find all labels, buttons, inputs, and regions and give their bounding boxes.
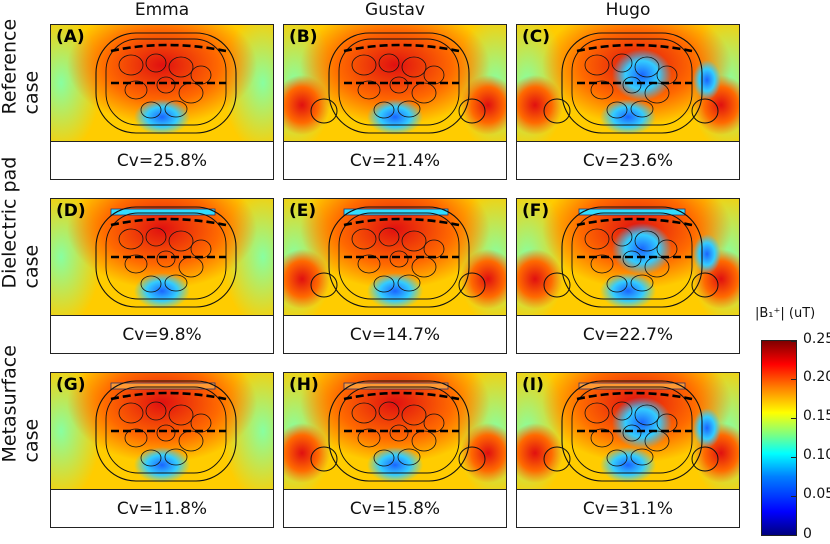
cv-value: Cv=9.8% (50, 316, 274, 354)
field-map-panel: (E) (283, 198, 507, 316)
column-header-hugo: Hugo (605, 0, 651, 20)
cv-value: Cv=23.6% (516, 142, 740, 180)
row-label-metasurface-line1: Metasurface (0, 345, 21, 463)
panel-letter: (G) (56, 375, 86, 395)
row-label-dielectric-line1: Dielectric pad (0, 156, 21, 289)
colorbar-tick: 0.15 (803, 408, 830, 424)
field-map-image (51, 25, 273, 141)
column-header-gustav: Gustav (365, 0, 425, 20)
colorbar-mark (791, 379, 797, 380)
row-label-dielectric: Dielectric pad case (0, 156, 43, 364)
cv-value: Cv=21.4% (283, 142, 507, 180)
field-map-image (517, 199, 739, 315)
panel-letter: (A) (56, 27, 85, 47)
colorbar-mark (791, 457, 797, 458)
cv-value: Cv=11.8% (50, 490, 274, 528)
colorbar-tick: 0 (803, 526, 812, 542)
row-label-metasurface-line2: case (20, 418, 43, 463)
colorbar-tick: 0.20 (803, 369, 830, 385)
panel-letter: (C) (522, 27, 551, 47)
panel-letter: (D) (56, 201, 86, 221)
row-label-reference-line2: case (20, 70, 43, 115)
field-map-image (284, 199, 506, 315)
field-map-panel: (B) (283, 24, 507, 142)
cv-value: Cv=14.7% (283, 316, 507, 354)
row-label-dielectric-line2: case (20, 244, 43, 289)
field-map-image (284, 25, 506, 141)
colorbar-title: |B₁⁺| (uT) (755, 306, 816, 321)
row-label-metasurface: Metasurface case (0, 345, 43, 538)
field-map-panel: (C) (516, 24, 740, 142)
cv-value: Cv=15.8% (283, 490, 507, 528)
field-map-panel: (D) (50, 198, 274, 316)
cv-value: Cv=22.7% (516, 316, 740, 354)
field-map-image (51, 373, 273, 489)
colorbar-mark (791, 341, 797, 342)
colorbar-mark (791, 496, 797, 497)
column-header-emma: Emma (134, 0, 190, 20)
field-map-image (517, 25, 739, 141)
panel-letter: (E) (289, 201, 317, 221)
panel-letter: (B) (289, 27, 318, 47)
colorbar-tick: 0.25 (803, 331, 830, 347)
field-map-panel: (F) (516, 198, 740, 316)
row-label-reference-line1: Reference (0, 18, 21, 115)
field-map-panel: (A) (50, 24, 274, 142)
field-map-image (517, 373, 739, 489)
field-map-panel: (I) (516, 372, 740, 490)
field-map-image (284, 373, 506, 489)
colorbar (761, 340, 797, 536)
colorbar-tick: 0.05 (803, 486, 830, 502)
field-map-image (51, 199, 273, 315)
panel-letter: (H) (289, 375, 319, 395)
cv-value: Cv=25.8% (50, 142, 274, 180)
field-map-panel: (H) (283, 372, 507, 490)
panel-letter: (F) (522, 201, 550, 221)
colorbar-tick: 0.10 (803, 447, 830, 463)
cv-value: Cv=31.1% (516, 490, 740, 528)
panel-letter: (I) (522, 375, 544, 395)
field-map-panel: (G) (50, 372, 274, 490)
colorbar-mark (791, 418, 797, 419)
